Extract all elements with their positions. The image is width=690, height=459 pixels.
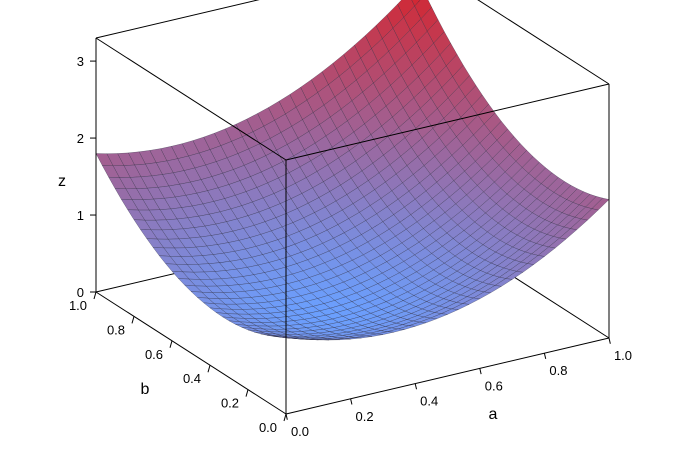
z-axis-tick-label: 0	[77, 285, 84, 300]
b-axis-tick	[207, 365, 211, 373]
b-axis-tick-label: 0.2	[221, 396, 239, 411]
box-edge	[95, 0, 260, 39]
a-axis-tick-label: 0.0	[291, 424, 309, 439]
b-axis-tick	[169, 340, 173, 348]
b-axis-tick-label: 0.0	[259, 420, 277, 435]
a-axis-tick	[479, 368, 482, 375]
a-axis-tick-label: 0.8	[549, 363, 567, 378]
a-axis-tick	[608, 337, 611, 344]
b-axis-tick-label: 0.4	[183, 371, 201, 386]
a-axis-tick-label: 0.2	[356, 409, 374, 424]
b-axis-tick	[283, 413, 287, 422]
surface-patch	[279, 336, 297, 339]
box-edge	[95, 291, 287, 415]
surface-mesh	[95, 0, 610, 341]
b-axis-tick-label: 0.6	[145, 347, 163, 362]
a-axis-tick	[543, 353, 547, 360]
surface-patch	[411, 0, 421, 7]
box-edge	[477, 0, 610, 85]
b-axis-tick-label: 1.0	[69, 298, 87, 313]
a-axis-tick-label: 1.0	[614, 348, 632, 363]
z-axis-tick-label: 1	[77, 208, 84, 223]
box-edge	[285, 337, 610, 415]
axis-labels: a b z	[58, 173, 498, 423]
z-axis-tick-label: 3	[77, 54, 84, 69]
a-axis-label: a	[489, 406, 498, 423]
box-edge	[285, 83, 610, 161]
a-axis-tick-label: 0.6	[485, 378, 503, 393]
bounding-box-front	[95, 37, 610, 415]
a-axis-tick	[414, 383, 418, 390]
b-axis-tick	[131, 316, 135, 324]
z-axis-tick-label: 2	[77, 131, 84, 146]
box-edge	[95, 37, 287, 161]
a-axis-tick-label: 0.4	[420, 394, 438, 409]
z-axis-label: z	[58, 173, 66, 190]
b-axis-label: b	[141, 381, 150, 398]
b-axis-tick	[93, 291, 97, 300]
b-axis-tick-label: 0.8	[107, 322, 125, 337]
b-axis-tick	[245, 389, 249, 397]
a-axis-tick	[350, 398, 353, 405]
